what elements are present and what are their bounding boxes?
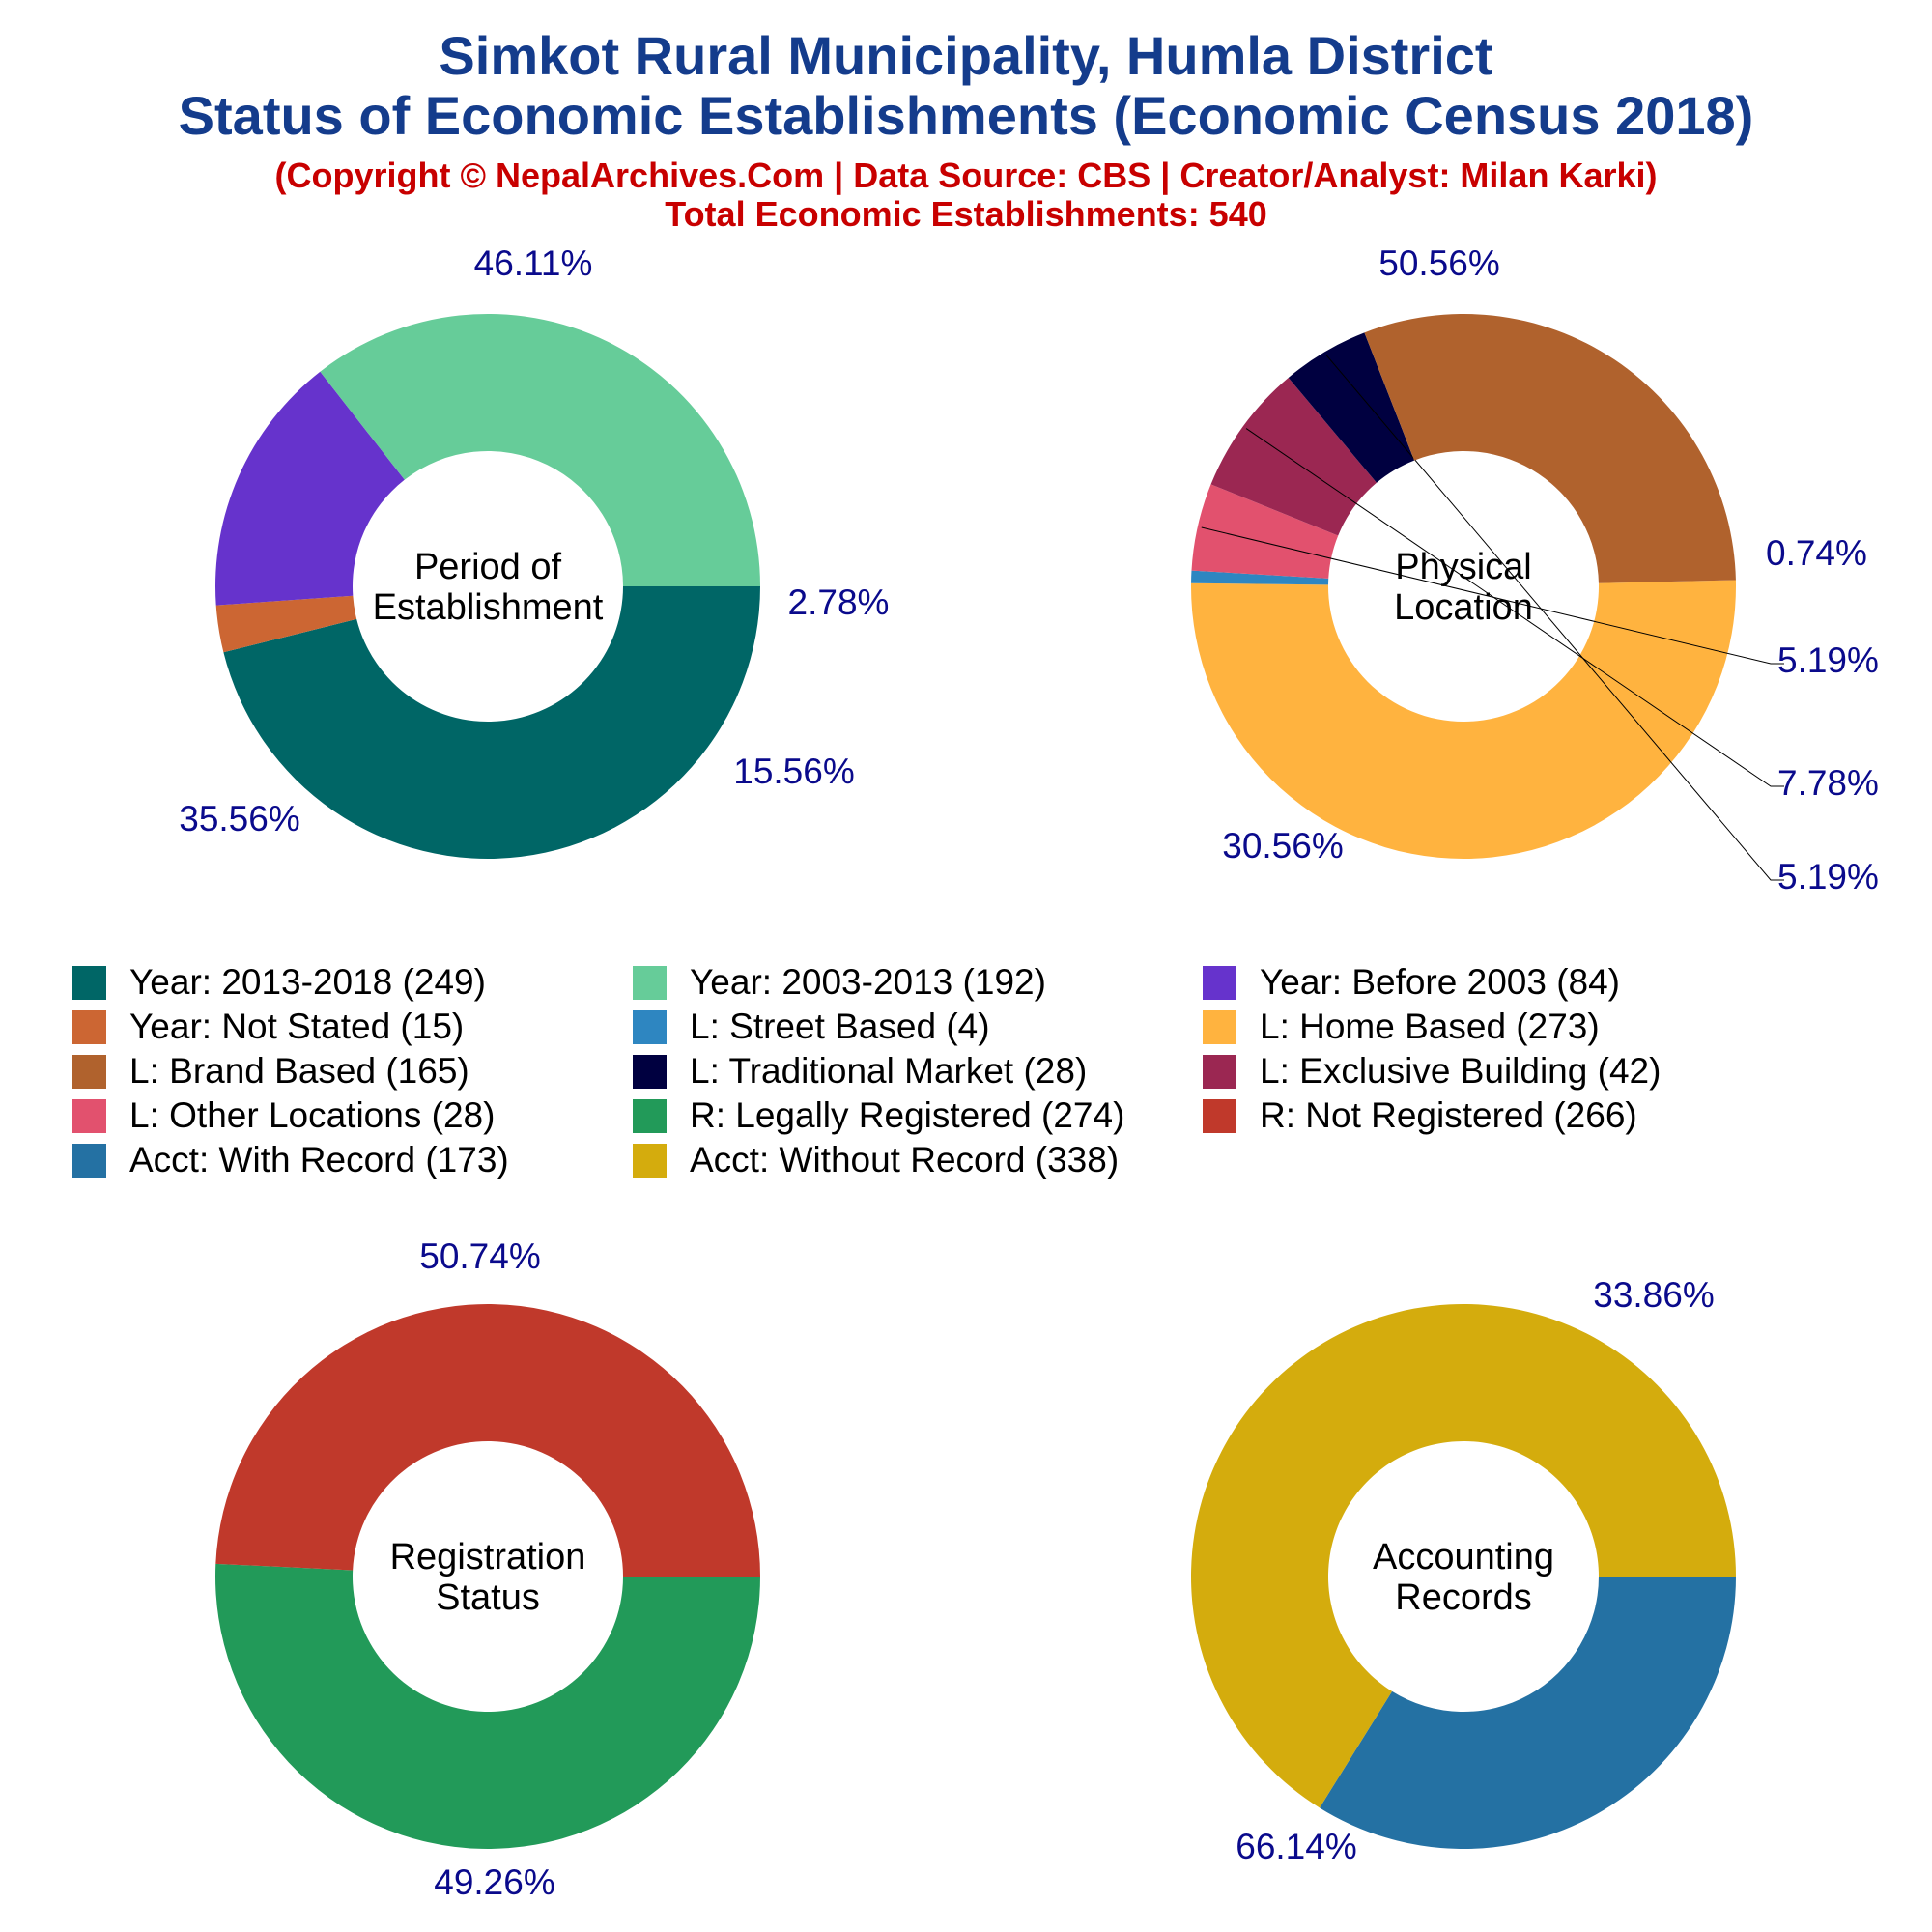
percent-label: 35.56% bbox=[179, 799, 300, 838]
legend-swatch bbox=[633, 965, 667, 1000]
legend-item: L: Brand Based (165) bbox=[72, 1050, 469, 1093]
legend-swatch bbox=[72, 965, 106, 1000]
slice-l-traditional-market bbox=[1288, 332, 1415, 483]
legend-item: L: Other Locations (28) bbox=[72, 1094, 495, 1137]
donut-center-label: Status bbox=[436, 1577, 540, 1618]
percent-label: 50.74% bbox=[419, 1236, 541, 1276]
slice-acct-without-record bbox=[1191, 1303, 1736, 1808]
percent-label: 50.56% bbox=[1378, 243, 1500, 283]
legend-item: R: Legally Registered (274) bbox=[633, 1094, 1124, 1137]
legend-swatch bbox=[1203, 1009, 1236, 1044]
legend-label: L: Street Based (4) bbox=[690, 1007, 990, 1046]
percent-label: 5.19% bbox=[1777, 640, 1879, 680]
legend-swatch bbox=[72, 1054, 106, 1089]
leader-line bbox=[1201, 526, 1784, 665]
legend-swatch bbox=[72, 1098, 106, 1133]
total-establishments: Total Economic Establishments: 540 bbox=[665, 194, 1267, 234]
percent-label: 33.86% bbox=[1593, 1275, 1715, 1315]
legend-label: R: Legally Registered (274) bbox=[690, 1095, 1125, 1135]
percent-label: 46.11% bbox=[474, 243, 593, 283]
slice-acct-with-record bbox=[1320, 1577, 1736, 1849]
slice-year-2013-2018 bbox=[223, 586, 761, 859]
legend-swatch bbox=[1203, 965, 1236, 1000]
donut-center-label: Establishment bbox=[373, 587, 604, 628]
legend-swatch bbox=[72, 1143, 106, 1178]
legend-label: L: Other Locations (28) bbox=[129, 1095, 496, 1135]
donut-center-label: Registration bbox=[390, 1537, 586, 1577]
chart-title-line-2: Status of Economic Establishments (Econo… bbox=[178, 85, 1754, 146]
slice-l-home-based bbox=[1191, 580, 1737, 860]
slice-year-before-2003 bbox=[214, 371, 405, 606]
slice-year-not-stated bbox=[215, 595, 357, 653]
percent-label: 49.26% bbox=[434, 1862, 555, 1902]
donut-center-label: Accounting bbox=[1373, 1537, 1554, 1577]
legend-swatch bbox=[633, 1098, 667, 1133]
legend-item: Year: Not Stated (15) bbox=[72, 1006, 464, 1048]
legend-item: Year: Before 2003 (84) bbox=[1203, 961, 1620, 1004]
legend-label: Acct: Without Record (338) bbox=[690, 1140, 1120, 1179]
legend-swatch bbox=[633, 1143, 667, 1178]
legend-label: L: Exclusive Building (42) bbox=[1260, 1051, 1662, 1091]
percent-label: 0.74% bbox=[1766, 533, 1867, 573]
legend-label: L: Home Based (273) bbox=[1260, 1007, 1600, 1046]
legend-item: Acct: Without Record (338) bbox=[633, 1139, 1119, 1181]
legend-item: Year: 2013-2018 (249) bbox=[72, 961, 486, 1004]
slice-l-brand-based bbox=[1364, 314, 1736, 583]
donut-center-label: Records bbox=[1395, 1577, 1532, 1618]
legend-item: Acct: With Record (173) bbox=[72, 1139, 509, 1181]
leader-line bbox=[1325, 355, 1784, 881]
slice-r-not-registered bbox=[215, 1303, 761, 1577]
percent-label: 5.19% bbox=[1777, 857, 1879, 896]
slice-l-other-locations bbox=[1191, 484, 1339, 579]
percent-label: 7.78% bbox=[1777, 763, 1879, 803]
legend-item: L: Traditional Market (28) bbox=[633, 1050, 1087, 1093]
legend-item: Year: 2003-2013 (192) bbox=[633, 961, 1046, 1004]
legend-item: L: Street Based (4) bbox=[633, 1006, 990, 1048]
percent-label: 2.78% bbox=[788, 582, 890, 622]
credit-line: (Copyright © NepalArchives.Com | Data So… bbox=[274, 156, 1658, 195]
chart-title-line-1: Simkot Rural Municipality, Humla Distric… bbox=[439, 25, 1493, 86]
legend-label: Acct: With Record (173) bbox=[129, 1140, 509, 1179]
legend-label: Year: 2003-2013 (192) bbox=[690, 962, 1046, 1002]
donut-center-label: Physical bbox=[1395, 547, 1532, 587]
legend-label: Year: 2013-2018 (249) bbox=[129, 962, 486, 1002]
leader-line bbox=[1245, 428, 1784, 787]
legend-swatch bbox=[1203, 1054, 1236, 1089]
legend-label: Year: Before 2003 (84) bbox=[1260, 962, 1620, 1002]
slice-l-street-based bbox=[1191, 570, 1329, 585]
legend-item: R: Not Registered (266) bbox=[1203, 1094, 1637, 1137]
donut-center-label: Location bbox=[1394, 587, 1533, 628]
legend-item: L: Home Based (273) bbox=[1203, 1006, 1600, 1048]
percent-label: 66.14% bbox=[1236, 1827, 1357, 1866]
legend-label: L: Brand Based (165) bbox=[129, 1051, 469, 1091]
legend-label: Year: Not Stated (15) bbox=[129, 1007, 465, 1046]
legend-label: L: Traditional Market (28) bbox=[690, 1051, 1088, 1091]
donut-center-label: Period of bbox=[414, 547, 562, 587]
percent-label: 15.56% bbox=[733, 752, 855, 791]
slice-l-exclusive-building bbox=[1210, 377, 1378, 536]
legend-swatch bbox=[1203, 1098, 1236, 1133]
legend-label: R: Not Registered (266) bbox=[1260, 1095, 1637, 1135]
slice-r-legally-registered bbox=[215, 1563, 761, 1849]
legend-swatch bbox=[633, 1054, 667, 1089]
legend-item: L: Exclusive Building (42) bbox=[1203, 1050, 1661, 1093]
legend-swatch bbox=[72, 1009, 106, 1044]
legend-swatch bbox=[633, 1009, 667, 1044]
percent-label: 30.56% bbox=[1222, 826, 1344, 866]
slice-year-2003-2013 bbox=[320, 314, 760, 586]
